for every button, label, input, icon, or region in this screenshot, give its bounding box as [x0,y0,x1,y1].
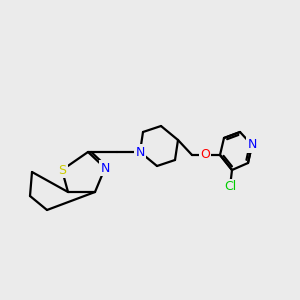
Text: Cl: Cl [224,181,236,194]
Text: N: N [100,161,110,175]
Text: N: N [247,139,257,152]
Text: S: S [58,164,66,176]
Text: N: N [135,146,145,158]
Text: O: O [200,148,210,161]
